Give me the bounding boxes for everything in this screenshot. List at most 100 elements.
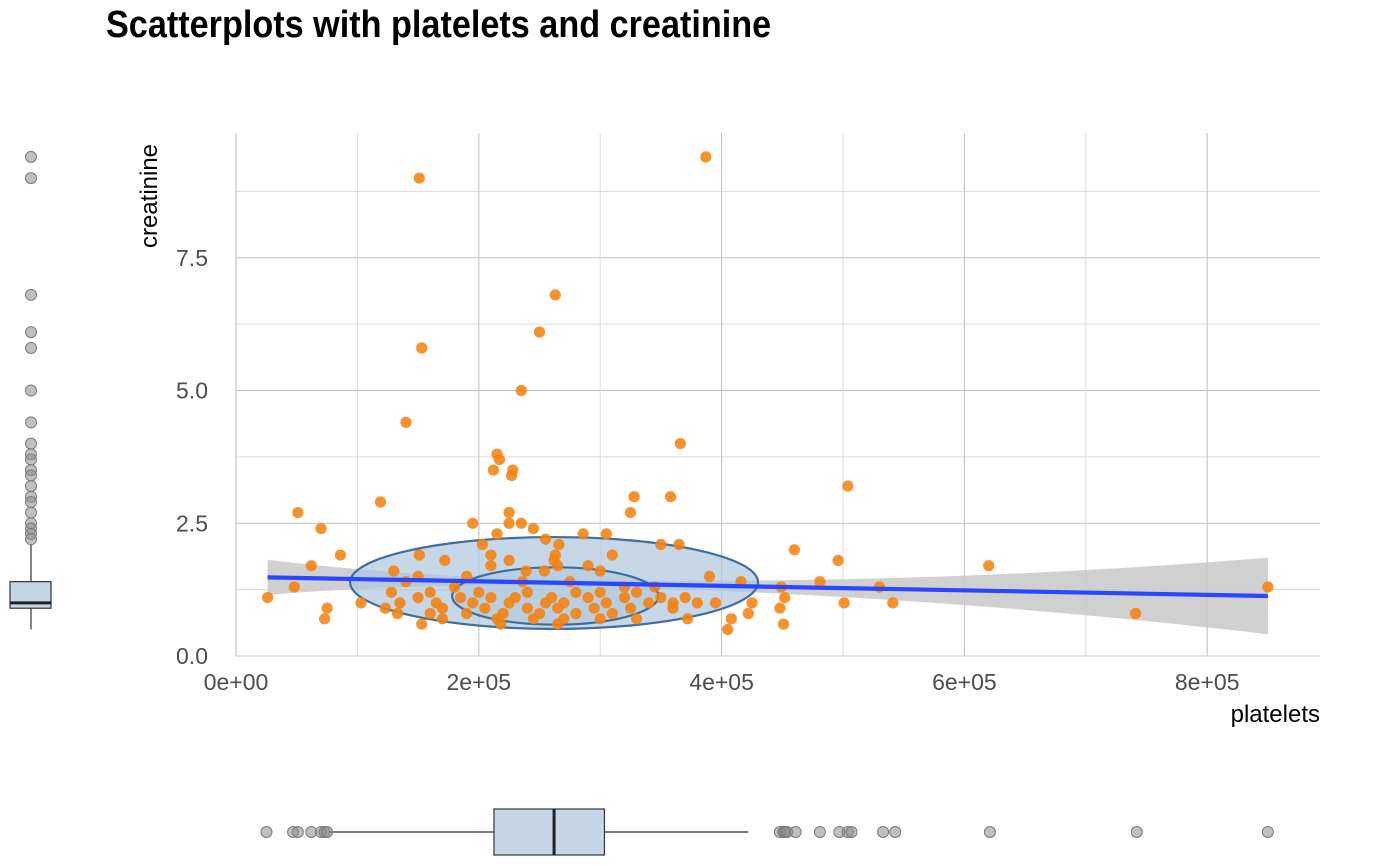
data-point — [606, 549, 618, 561]
x-tick-label: 8e+05 — [1175, 669, 1240, 695]
data-point — [552, 618, 564, 630]
data-point — [515, 384, 527, 397]
data-point — [746, 597, 758, 609]
data-point — [540, 597, 552, 609]
data-point — [424, 586, 436, 598]
y-outlier-point — [25, 288, 37, 301]
data-point — [887, 597, 899, 609]
data-point — [618, 592, 631, 604]
data-point — [842, 480, 854, 492]
data-point — [682, 613, 694, 625]
data-point — [455, 592, 467, 604]
data-point — [476, 538, 488, 551]
x-tick-label: 6e+05 — [932, 669, 997, 695]
y-outlier-point — [25, 172, 37, 185]
data-point — [521, 602, 534, 614]
x-outlier-point — [889, 826, 902, 838]
data-point — [436, 613, 448, 625]
data-point — [552, 602, 564, 614]
data-point — [709, 597, 722, 609]
data-point — [503, 517, 515, 529]
chart-title: Scatterplots with platelets and creatini… — [106, 4, 772, 46]
y-outlier-point — [25, 437, 37, 450]
data-point — [594, 586, 606, 598]
data-point — [355, 597, 367, 609]
data-point — [673, 538, 685, 551]
data-point — [538, 565, 551, 577]
x-tick-label: 4e+05 — [689, 669, 754, 695]
data-point — [467, 597, 479, 609]
data-point — [700, 151, 712, 163]
data-point — [503, 506, 515, 519]
data-point — [305, 560, 317, 572]
data-point — [379, 602, 391, 614]
data-point — [485, 549, 497, 561]
data-point — [624, 602, 637, 614]
data-point — [606, 607, 618, 620]
data-point — [577, 528, 589, 540]
y-outlier-point — [25, 326, 37, 339]
data-point — [665, 491, 677, 503]
x-box — [493, 808, 606, 856]
x-axis-title: platelets — [1231, 701, 1320, 728]
data-point — [461, 607, 473, 620]
data-point — [515, 517, 527, 529]
data-point — [503, 554, 515, 567]
data-point — [292, 506, 304, 519]
data-point — [774, 602, 786, 614]
data-point — [667, 602, 679, 614]
data-point — [527, 613, 540, 625]
x-outlier-point — [877, 826, 890, 838]
y-outlier-point — [25, 533, 37, 546]
data-point — [777, 618, 790, 630]
y-outlier-point — [25, 469, 37, 482]
data-point — [391, 607, 404, 620]
y-tick-label: 0.0 — [176, 643, 208, 669]
confidence-band-area — [267, 557, 1268, 635]
data-point — [321, 602, 333, 614]
data-point — [1130, 607, 1142, 620]
data-point — [413, 549, 425, 561]
data-point — [552, 560, 564, 572]
data-point — [814, 576, 826, 588]
data-point — [742, 607, 754, 620]
data-point — [334, 549, 346, 561]
x-outlier-point — [1130, 826, 1143, 838]
x-outlier-point — [845, 826, 858, 838]
data-point — [600, 528, 612, 540]
data-point — [594, 613, 606, 625]
x-tick-label: 0e+00 — [204, 669, 269, 695]
data-point — [262, 592, 274, 604]
data-point — [540, 533, 552, 545]
data-point — [533, 326, 546, 338]
data-point — [788, 544, 801, 556]
data-point — [479, 602, 491, 614]
data-point — [779, 592, 791, 604]
regression-line — [267, 575, 1268, 599]
marginal-boxplot-y — [9, 150, 52, 630]
data-point — [491, 528, 503, 540]
regression-line-layer — [267, 575, 1268, 599]
y-outlier-point — [25, 342, 37, 355]
data-point — [439, 554, 451, 567]
y-axis-title: creatinine — [136, 144, 163, 248]
data-point — [674, 438, 686, 450]
data-point — [503, 597, 515, 609]
data-point — [725, 613, 737, 625]
data-point — [495, 618, 507, 630]
y-tick-label: 5.0 — [176, 378, 208, 404]
data-point — [385, 586, 397, 598]
data-point — [722, 623, 734, 636]
y-tick-label: 7.5 — [176, 245, 208, 271]
data-point — [520, 565, 532, 577]
data-point — [588, 602, 600, 614]
data-point — [549, 289, 561, 301]
data-point — [467, 517, 479, 529]
data-point — [485, 592, 497, 604]
data-point — [400, 416, 412, 428]
marginal-boxplot-x — [260, 808, 1274, 856]
data-point — [288, 581, 300, 593]
data-point — [416, 342, 428, 354]
x-outlier-point — [813, 826, 826, 838]
data-point — [1262, 581, 1274, 593]
